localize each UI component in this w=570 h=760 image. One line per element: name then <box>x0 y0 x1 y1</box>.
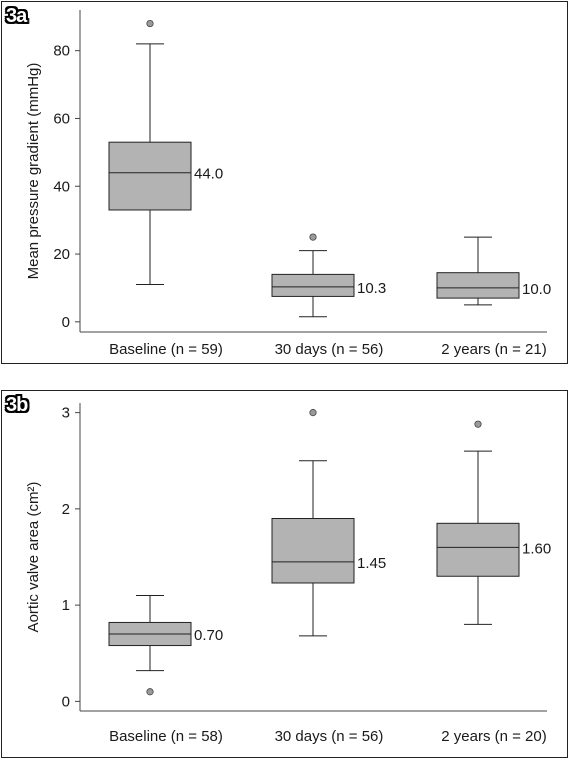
outlier-point <box>146 19 154 28</box>
median-label: 10.0 <box>522 281 551 298</box>
outlier-point <box>474 420 482 428</box>
box-iqr <box>436 522 520 577</box>
x-category-label: Baseline (n = 58) <box>109 728 223 745</box>
median-label: 0.70 <box>194 627 223 644</box>
y-tick-label: 40 <box>53 178 70 195</box>
y-tick-label: 20 <box>53 246 70 263</box>
y-tick-label: 0 <box>62 314 70 331</box>
box-iqr <box>108 141 192 211</box>
x-category-label: 2 years (n = 20) <box>441 728 546 745</box>
chart-panel-a: 0 20 40 60 80 Mean pressure gradient (mmHg) 44… <box>1 1 568 364</box>
median-label: 1.60 <box>522 540 551 557</box>
chart-panel-b: 0 1 2 3 Aortic valve area (cm²) 0.70 Baseline … <box>1 390 568 758</box>
y-axis-label: Mean pressure gradient (mmHg) <box>25 63 42 280</box>
median-label: 44.0 <box>194 166 223 183</box>
box-plot-b: 0 1 2 3 Aortic valve area (cm²) 0.70 Baseline … <box>25 403 551 745</box>
x-category-label: Baseline (n = 59) <box>109 341 223 358</box>
median-label: 1.45 <box>357 555 386 572</box>
x-category-label: 30 days (n = 56) <box>275 728 384 745</box>
y-axis-label: Aortic valve area (cm²) <box>25 482 42 633</box>
y-tick-label: 60 <box>53 110 70 127</box>
box-iqr <box>271 518 355 584</box>
outlier-point <box>309 233 317 241</box>
outlier-point <box>309 409 317 417</box>
box-plot-a: 0 20 40 60 80 Mean pressure gradient (mmHg) 44… <box>25 10 551 358</box>
x-category-label: 30 days (n = 56) <box>275 341 384 358</box>
panel-label-a: 3a <box>6 5 27 27</box>
y-tick-label: 0 <box>62 693 70 710</box>
box-iqr <box>436 272 520 299</box>
outlier-point <box>146 688 154 696</box>
x-category-label: 2 years (n = 21) <box>441 341 546 358</box>
panel-label-b: 3b <box>6 394 28 416</box>
y-tick-label: 2 <box>62 501 70 518</box>
box-iqr <box>271 273 355 297</box>
y-tick-label: 1 <box>62 597 70 614</box>
y-tick-label: 80 <box>53 43 70 60</box>
median-label: 10.3 <box>357 280 386 297</box>
y-tick-label: 3 <box>62 405 70 422</box>
